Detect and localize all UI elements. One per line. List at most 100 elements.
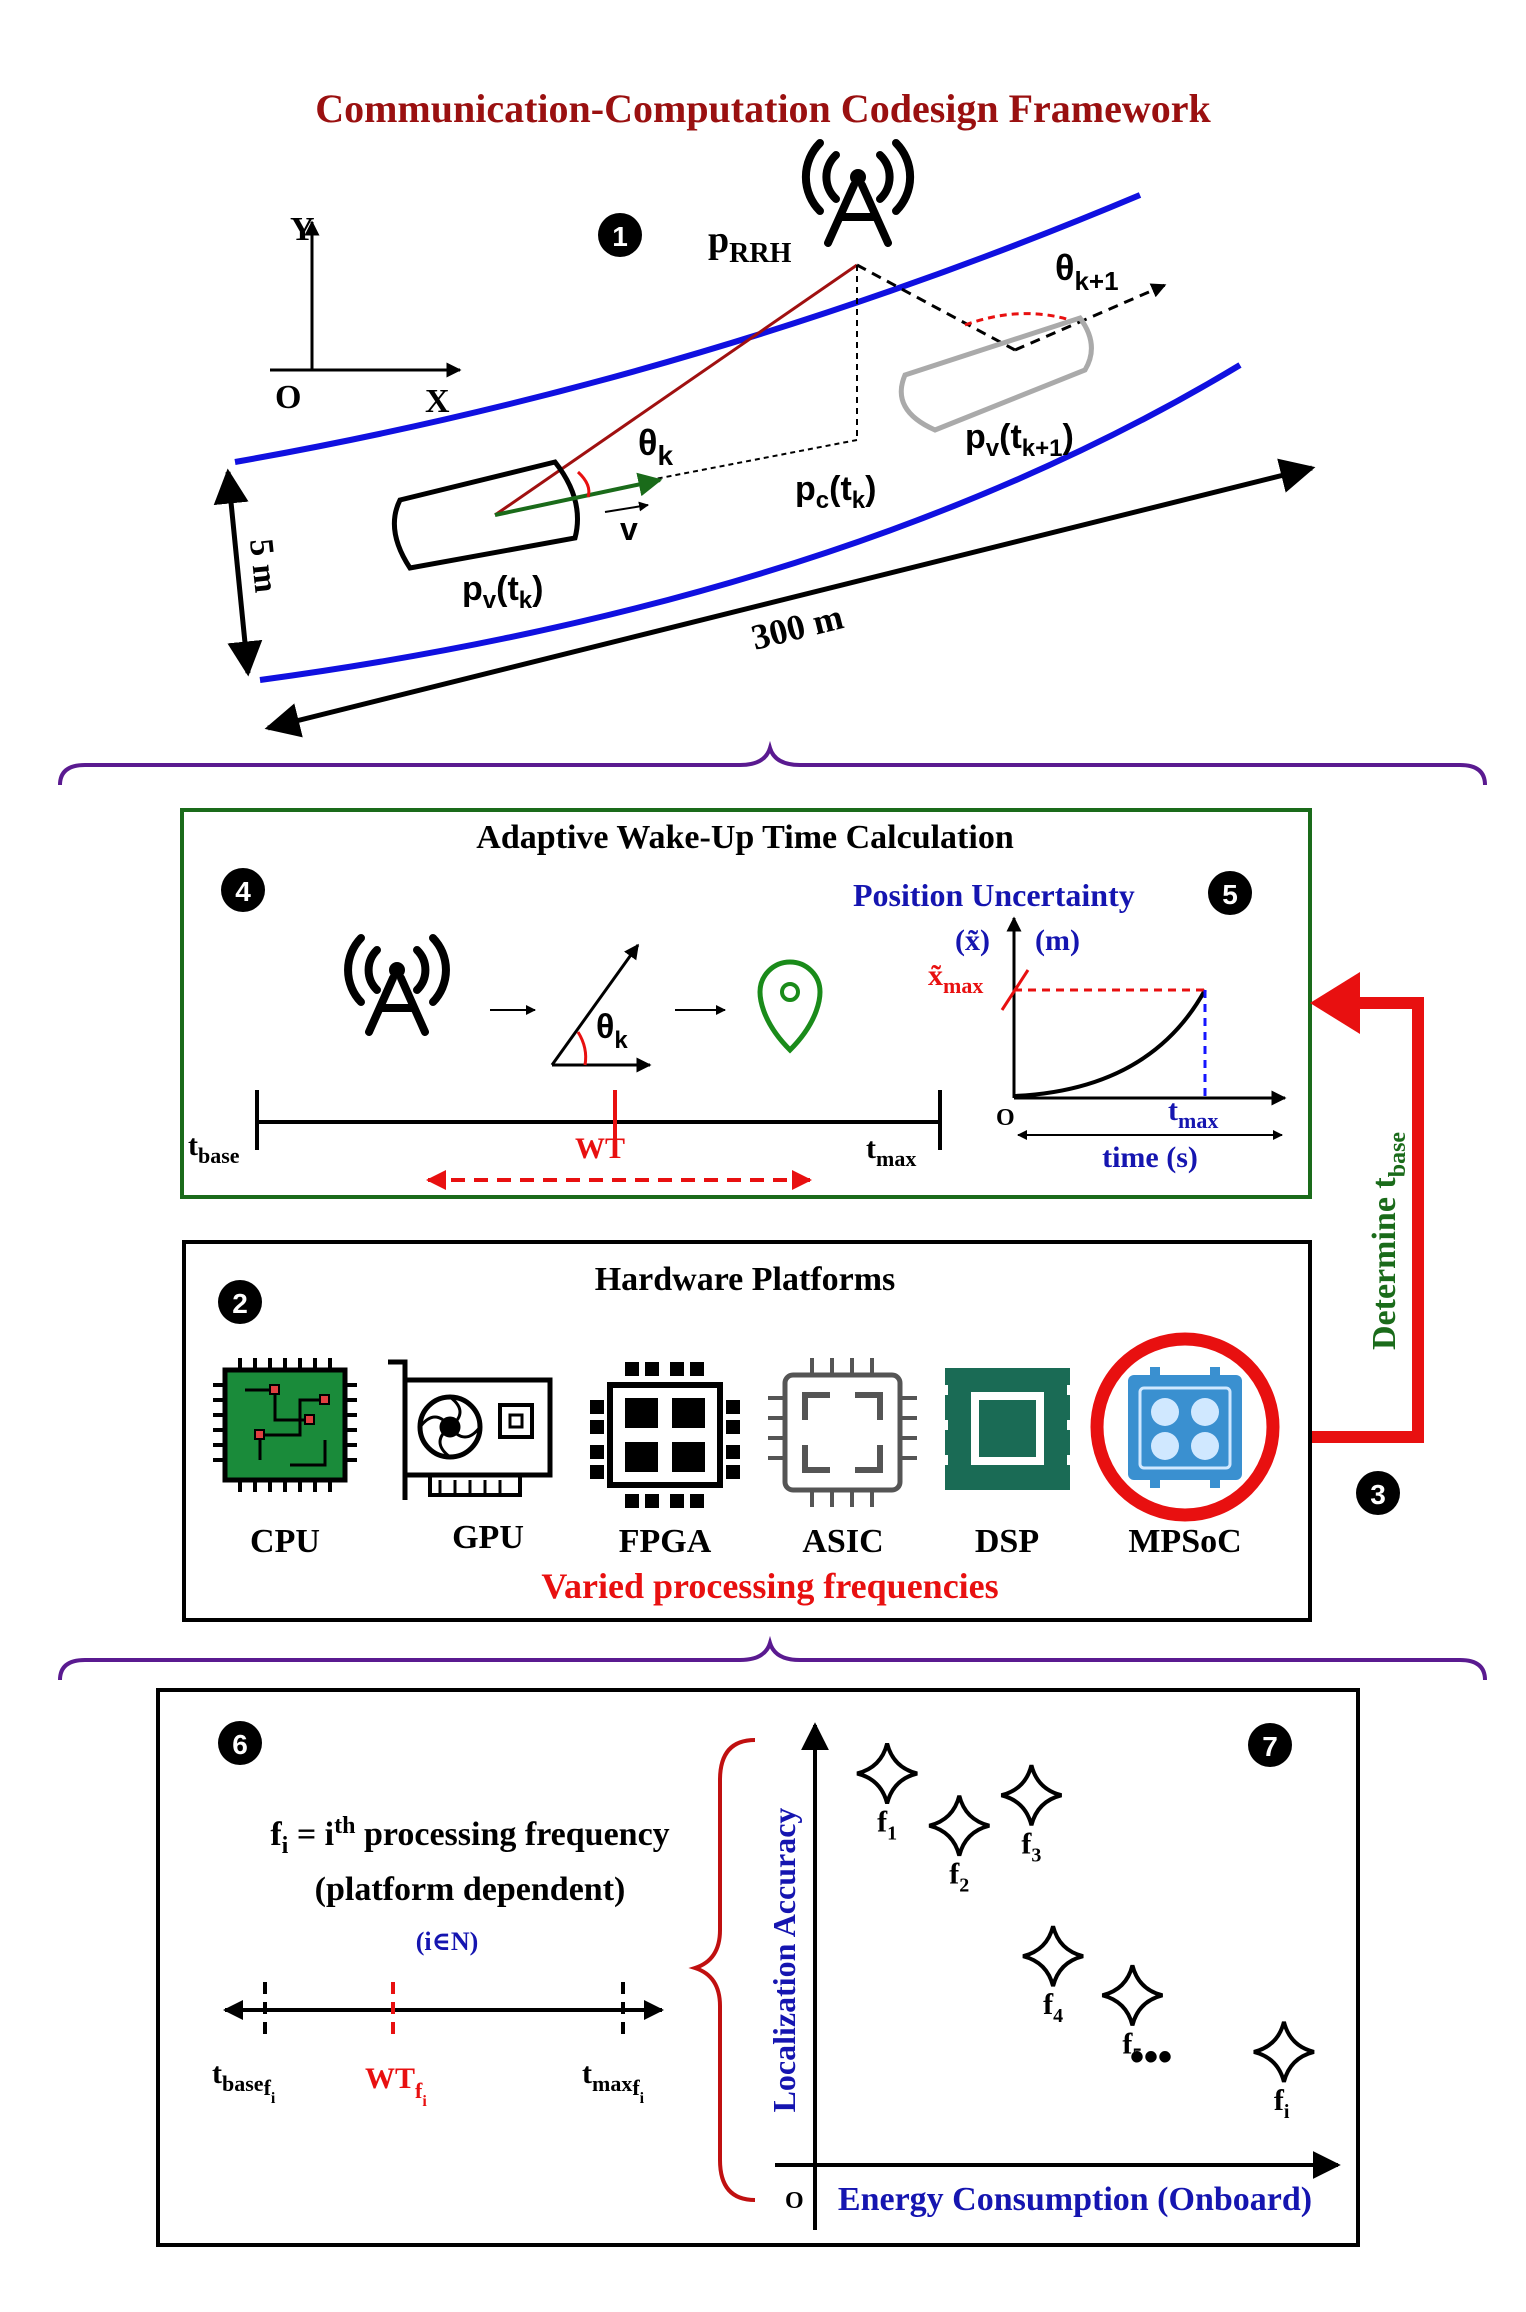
wakeup-theta-label: θk: [596, 1008, 628, 1054]
t-max-label: tmax: [866, 1132, 916, 1171]
pv-next-label: pv(tk+1): [965, 418, 1074, 462]
tradeoff-chart: Localization Accuracy Energy Consumption…: [766, 1722, 1341, 2230]
step-3-number: 3: [1370, 1479, 1386, 1510]
dsp-icon: [940, 1368, 1075, 1490]
wakeup-panel: [180, 808, 1312, 1199]
uncertainty-curve: [1013, 989, 1207, 1098]
gpu-icon: [388, 1359, 553, 1500]
chart-point-label: f2: [949, 1858, 969, 1897]
chart-y-label: Localization Accuracy: [766, 1808, 802, 2113]
x-axis-label: X: [425, 383, 450, 420]
step-1-badge: [598, 213, 642, 257]
vehicle-next-position: [898, 315, 1094, 433]
freq-wt-label: WTfi: [365, 2062, 427, 2110]
pv-label: pv(tk): [462, 570, 543, 614]
road-length-arrow: [264, 458, 1316, 738]
hardware-panel: [182, 1240, 1312, 1622]
rrh-tower-icon: [801, 139, 915, 247]
y-axis-label: Y: [290, 211, 315, 248]
platform-label-cpu: CPU: [250, 1523, 320, 1560]
chart-point-star: [1022, 1925, 1084, 1987]
chart-point-star: [1000, 1764, 1062, 1826]
next-heading-arrow: [1014, 283, 1167, 352]
velocity-arrow: [494, 472, 663, 517]
pc-label: pc(tk): [795, 470, 876, 514]
frequency-definition: fi = ith processing frequency: [270, 1813, 669, 1859]
theta-next-label: θk+1: [1055, 247, 1119, 296]
freq-t-max-label: tmaxfi: [582, 2057, 645, 2107]
chart-point-star: [1253, 2021, 1315, 2083]
platform-label-fpga: FPGA: [619, 1523, 712, 1560]
uncertainty-y-unit: (m): [1035, 924, 1080, 957]
chart-origin: O: [785, 2188, 804, 2214]
uncertainty-tmax-label: tmax: [1168, 1094, 1218, 1133]
x-max-label: x̃max: [928, 959, 983, 998]
step-5-badge: [1208, 871, 1252, 915]
hardware-subtitle: Varied processing frequencies: [541, 1566, 998, 1606]
feedback-arrow-head: [1310, 972, 1360, 1034]
page-title: Communication-Computation Codesign Frame…: [315, 86, 1211, 131]
theta-next-arc: [964, 312, 1071, 327]
velocity-label: v: [620, 511, 638, 547]
platform-label-gpu: GPU: [452, 1519, 524, 1556]
p-rrh-label: pRRH: [708, 219, 792, 269]
step-4-badge: [221, 868, 265, 912]
wt-label: WT: [575, 1132, 625, 1165]
section-road-scene: Y O X 5 m 300 m 1 pRRH: [213, 139, 1316, 738]
frequency-panel: [156, 1688, 1360, 2247]
chart-point-label: f5: [1122, 2027, 1142, 2066]
step-2-badge: [218, 1280, 262, 1324]
chart-point-star: [928, 1795, 990, 1857]
angle-icon: [550, 943, 652, 1073]
step-4-number: 4: [235, 876, 251, 907]
vehicle-current-position: [391, 459, 580, 571]
asic-icon: [768, 1358, 917, 1507]
chart-ellipsis: •••: [1130, 2035, 1172, 2079]
chart-point-star: [1101, 1964, 1163, 2026]
location-pin-icon: [757, 959, 823, 1054]
x-max-tick: [1000, 969, 1030, 1011]
chart-x-label: Energy Consumption (Onboard): [838, 2181, 1312, 2218]
wakeup-panel-title: Adaptive Wake-Up Time Calculation: [476, 819, 1014, 856]
uncertainty-origin: O: [996, 1105, 1015, 1131]
platform-label-dsp: DSP: [975, 1523, 1039, 1560]
uncertainty-y-symbol: (x̃): [955, 924, 990, 957]
road-width-label: 5 m: [242, 537, 284, 594]
t-base-label: tbase: [188, 1129, 240, 1168]
chart-brace: [688, 1738, 756, 2202]
step-7-number: 7: [1262, 1731, 1278, 1762]
brace-top: [58, 740, 1487, 786]
step-1-number: 1: [612, 221, 628, 252]
chart-point-label: f4: [1043, 1988, 1063, 2027]
step-7-badge: [1248, 1723, 1292, 1767]
determine-t-base-label: Determine tbase: [1366, 1132, 1411, 1350]
road-upper-boundary: [234, 192, 1142, 465]
step-5-number: 5: [1222, 879, 1238, 910]
frequency-platform-note: (platform dependent): [315, 1871, 626, 1908]
frequency-index-set: (i∈N): [416, 1927, 479, 1956]
mpsoc-icon: [1090, 1332, 1280, 1522]
cpu-icon: [213, 1358, 357, 1492]
hardware-panel-title: Hardware Platforms: [595, 1261, 896, 1298]
origin-label: O: [275, 379, 301, 416]
chart-point-label: fi: [1274, 2084, 1290, 2123]
chart-point-label: f3: [1021, 1827, 1041, 1866]
uncertainty-x-label: time (s): [1102, 1141, 1198, 1174]
velocity-vector-bar: [604, 501, 649, 513]
chart-point-star: [856, 1742, 918, 1805]
step-6-badge: [218, 1721, 262, 1765]
step-6-number: 6: [232, 1729, 248, 1760]
pc-to-velocity-line: [649, 439, 858, 481]
rrh-to-next-pose-line: [856, 263, 1016, 352]
uncertainty-title: Position Uncertainty: [853, 877, 1135, 913]
road-width-arrow: [213, 468, 263, 677]
platform-label-mpsoc: MPSoC: [1128, 1523, 1241, 1560]
feedback-arrow-path: [1312, 997, 1424, 1443]
platform-label-asic: ASIC: [802, 1523, 883, 1560]
step-3-badge: [1356, 1471, 1400, 1515]
fpga-icon: [590, 1362, 740, 1508]
theta-k-arc: [576, 470, 591, 498]
rrh-to-vehicle-line: [494, 263, 858, 517]
step-2-number: 2: [232, 1288, 248, 1319]
